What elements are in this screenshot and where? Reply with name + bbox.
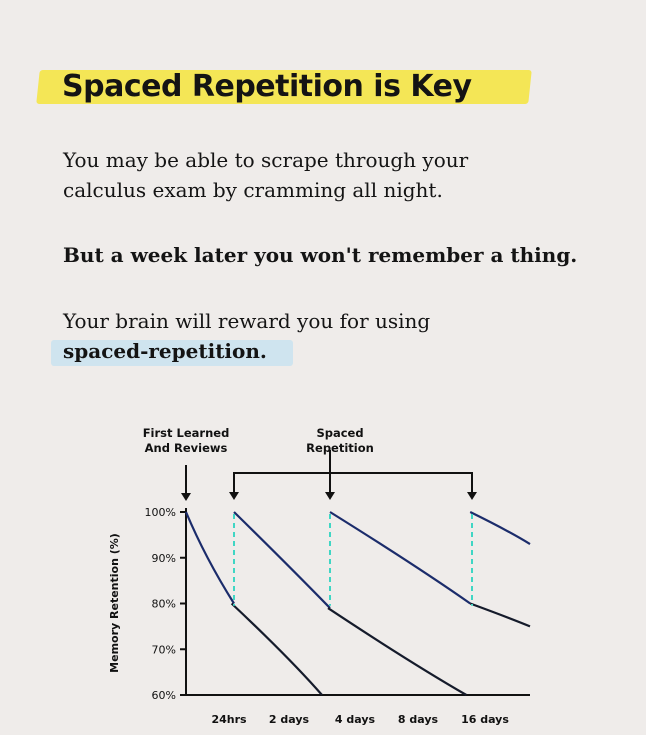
y-tick-label: 70% <box>152 643 176 656</box>
spaced-bracket <box>233 472 473 492</box>
forgetting-curve <box>469 602 531 628</box>
retention-curve <box>233 511 331 609</box>
spaced-repetition-label: Repetition <box>306 441 374 455</box>
reward-line-1: Your brain will reward you for using <box>63 309 431 333</box>
x-tick-label: 8 days <box>398 713 439 726</box>
review-arrow-head <box>325 492 335 500</box>
title-block: Spaced Repetition is Key <box>36 62 532 112</box>
forgetting-curve-chart: 100% 90% 80% 70% 60% 24hrs 2 days 4 days 8 days 1… <box>108 426 531 726</box>
retention-curve <box>329 511 471 605</box>
x-tick-label: 2 days <box>269 713 310 726</box>
emphasis-paragraph: But a week later you won't remember a th… <box>63 243 578 267</box>
x-tick-label: 24hrs <box>211 713 247 726</box>
first-learned-label: And Reviews <box>145 441 228 455</box>
intro-line-1: You may be able to scrape through your <box>63 148 469 172</box>
reward-term: spaced-repetition. <box>63 339 267 363</box>
x-tick-label: 16 days <box>461 713 509 726</box>
retention-curve <box>184 511 235 605</box>
review-arrow-head <box>229 492 239 500</box>
y-tick-label: 100% <box>145 506 176 519</box>
first-learned-label: First Learned <box>143 426 230 440</box>
intro-paragraph: You may be able to scrape through your c… <box>63 145 468 205</box>
retention-curve <box>469 511 531 545</box>
first-learned-arrow-head <box>181 493 191 501</box>
y-tick-label: 80% <box>152 598 176 611</box>
reward-paragraph: Your brain will reward you for using spa… <box>51 306 431 366</box>
forgetting-curve <box>327 607 467 696</box>
y-axis-label: Memory Retention (%) <box>108 533 121 673</box>
intro-line-2: calculus exam by cramming all night. <box>63 178 443 202</box>
y-tick-label: 90% <box>152 552 176 565</box>
y-tick-label: 60% <box>152 689 176 702</box>
forgetting-curve <box>230 602 323 696</box>
spaced-repetition-label: Spaced <box>316 426 363 440</box>
review-arrow-head <box>467 492 477 500</box>
x-tick-label: 4 days <box>335 713 376 726</box>
page-title: Spaced Repetition is Key <box>62 69 472 104</box>
